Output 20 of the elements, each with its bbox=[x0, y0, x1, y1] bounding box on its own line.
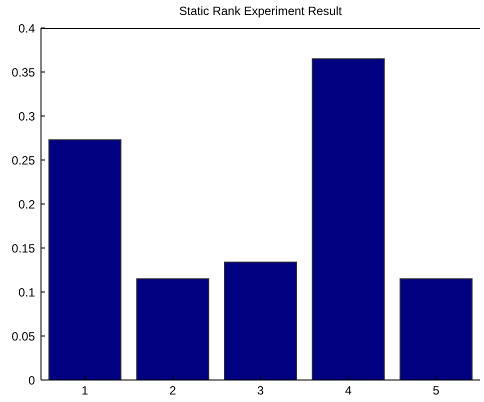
y-tick-label: 0.3 bbox=[18, 109, 36, 124]
bar bbox=[136, 278, 210, 380]
bar bbox=[400, 278, 473, 380]
y-tick-label: 0.25 bbox=[12, 153, 36, 168]
y-tick-label: 0.05 bbox=[12, 329, 36, 344]
y-tick-label: 0.4 bbox=[18, 21, 36, 36]
y-tick-label: 0.1 bbox=[18, 285, 36, 300]
chart-title: Static Rank Experiment Result bbox=[178, 4, 343, 18]
y-tick-label: 0 bbox=[28, 373, 36, 388]
bar bbox=[224, 262, 297, 380]
bar bbox=[312, 58, 385, 380]
bar bbox=[48, 139, 122, 380]
y-tick-label: 0.2 bbox=[18, 197, 36, 212]
x-tick-label: 4 bbox=[344, 384, 352, 398]
x-tick-label: 1 bbox=[82, 384, 89, 398]
x-tick-label: 3 bbox=[257, 384, 264, 398]
y-tick-label: 0.15 bbox=[12, 241, 36, 256]
x-tick-label: 5 bbox=[432, 384, 440, 398]
x-tick-label: 2 bbox=[169, 384, 176, 398]
y-tick-label: 0.35 bbox=[12, 65, 36, 80]
